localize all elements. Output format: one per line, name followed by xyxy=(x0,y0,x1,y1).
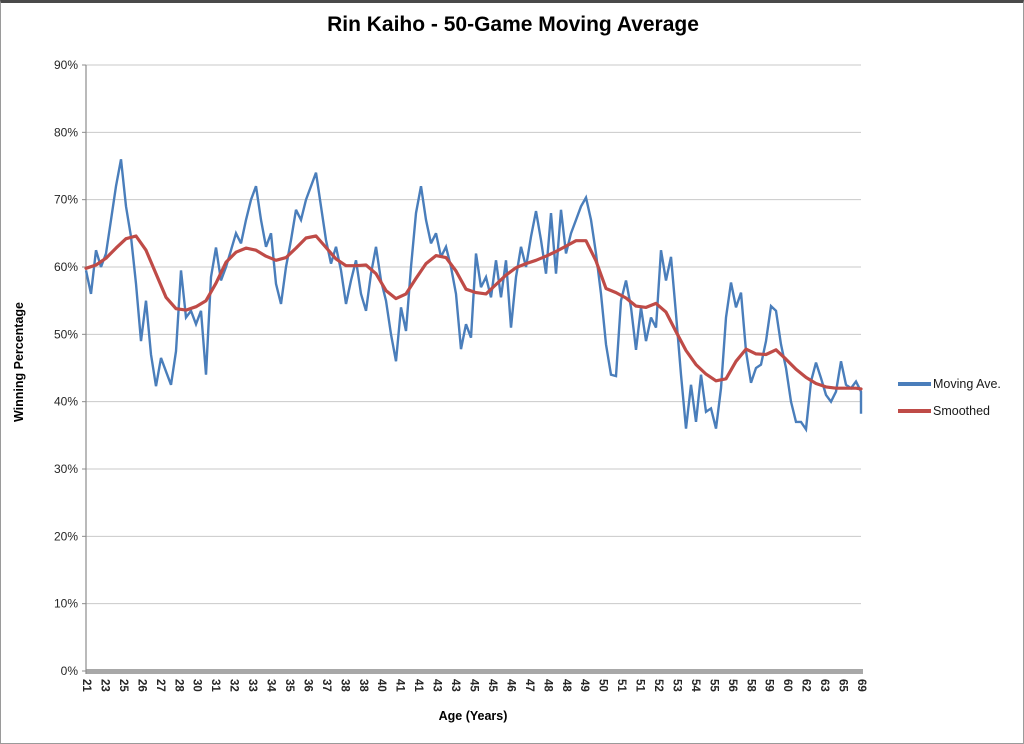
x-tick-label: 48 xyxy=(541,679,553,692)
x-tick-label: 47 xyxy=(523,679,535,692)
x-tick-label: 27 xyxy=(154,679,166,692)
y-tick-label: 70% xyxy=(54,193,78,207)
x-tick-label: 51 xyxy=(615,679,627,692)
x-tick-label: 25 xyxy=(117,679,129,692)
x-tick-label: 31 xyxy=(209,679,221,692)
y-tick-label: 80% xyxy=(54,125,78,139)
y-tick-label: 30% xyxy=(54,462,78,476)
legend-label-smoothed: Smoothed xyxy=(933,404,990,418)
y-tick-label: 10% xyxy=(54,597,78,611)
x-tick-label: 48 xyxy=(560,679,572,692)
moving-ave-line xyxy=(84,159,863,433)
legend-label-moving-ave: Moving Ave. xyxy=(933,377,1001,391)
x-tick-label: 21 xyxy=(80,679,92,692)
x-tick-label: 59 xyxy=(763,679,775,692)
x-tick-label: 54 xyxy=(689,679,701,692)
x-tick-label: 46 xyxy=(504,679,516,692)
x-tick-label: 52 xyxy=(652,679,664,692)
x-tick-label: 37 xyxy=(320,679,332,692)
y-tick-label: 90% xyxy=(54,58,78,72)
y-tick-label: 40% xyxy=(54,395,78,409)
x-tick-label: 65 xyxy=(837,679,849,692)
smoothed-line-swatch xyxy=(898,409,931,413)
x-tick-label: 69 xyxy=(855,679,867,692)
x-tick-label: 33 xyxy=(246,679,258,692)
x-tick-label: 63 xyxy=(818,679,830,692)
x-tick-label: 55 xyxy=(707,679,719,692)
x-tick-label: 38 xyxy=(357,679,369,692)
x-tick-label: 23 xyxy=(98,679,110,692)
x-tick-label: 32 xyxy=(228,679,240,692)
x-tick-label: 62 xyxy=(800,679,812,692)
x-tick-label: 60 xyxy=(781,679,793,692)
x-tick-label: 28 xyxy=(172,679,184,692)
x-tick-label: 50 xyxy=(597,679,609,692)
x-tick-label: 49 xyxy=(578,679,590,692)
chart-title: Rin Kaiho - 50-Game Moving Average xyxy=(327,13,699,36)
x-tick-label: 41 xyxy=(412,679,424,692)
moving-ave-line-swatch xyxy=(898,382,931,386)
x-tick-label: 40 xyxy=(375,679,387,692)
y-tick-label: 20% xyxy=(54,529,78,543)
x-tick-label: 26 xyxy=(135,679,147,692)
x-tick-label: 38 xyxy=(338,679,350,692)
x-tick-label: 36 xyxy=(301,679,313,692)
y-tick-label: 0% xyxy=(61,664,79,678)
x-tick-label: 45 xyxy=(468,679,480,692)
x-tick-label: 30 xyxy=(191,679,203,692)
x-tick-label: 43 xyxy=(431,679,443,692)
legend: Moving Ave. Smoothed xyxy=(898,375,1001,420)
x-tick-label: 51 xyxy=(634,679,646,692)
x-axis-bar xyxy=(86,669,863,674)
x-tick-label: 41 xyxy=(394,679,406,692)
smoothed-line xyxy=(84,234,863,391)
legend-item-moving-ave: Moving Ave. xyxy=(898,375,1001,393)
x-tick-label: 58 xyxy=(744,679,756,692)
y-tick-label: 50% xyxy=(54,327,78,341)
legend-item-smoothed: Smoothed xyxy=(898,402,1001,420)
x-tick-label: 43 xyxy=(449,679,461,692)
y-tick-label: 60% xyxy=(54,260,78,274)
x-tick-label: 35 xyxy=(283,679,295,692)
x-tick-label: 53 xyxy=(670,679,682,692)
x-tick-label: 34 xyxy=(265,679,277,692)
x-tick-label: 45 xyxy=(486,679,498,692)
plot-area: 0% 10% 20% 30% 40% 50% 60% 70% 80% 90% 21 23 25 26 27 2… xyxy=(54,58,867,692)
x-axis-title: Age (Years) xyxy=(438,709,508,723)
x-tick-label: 56 xyxy=(726,679,738,692)
